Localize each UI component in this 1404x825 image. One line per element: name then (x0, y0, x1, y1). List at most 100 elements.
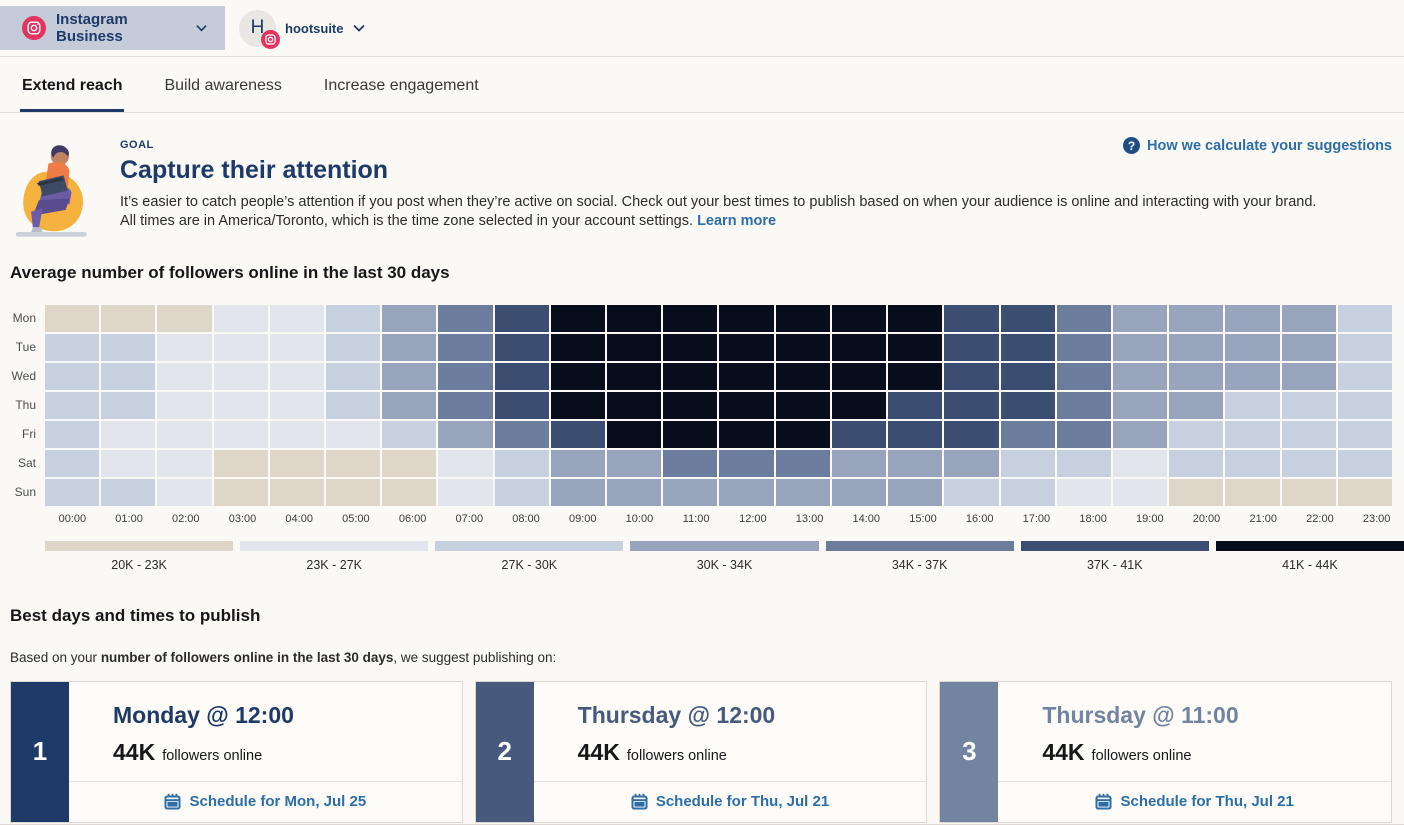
heatmap-cell (944, 478, 999, 506)
heatmap-cell (494, 449, 549, 477)
heatmap-cell (944, 333, 999, 361)
suggestion-card-3: 3 Thursday @ 11:00 44K followers online Sche… (939, 680, 1393, 823)
heatmap-cell (1000, 449, 1055, 477)
heatmap-cell (1281, 333, 1336, 361)
card-title: Monday @ 12:00 (113, 701, 294, 728)
heatmap-cell (1000, 420, 1055, 448)
heatmap-cells (45, 362, 1392, 390)
day-label: Mon (12, 311, 36, 326)
profile-selector[interactable]: H hootsuite (239, 9, 365, 49)
heatmap-cell (1169, 333, 1224, 361)
learn-more-link[interactable]: Learn more (697, 212, 777, 229)
heatmap-cell (944, 304, 999, 332)
heatmap-cell (157, 420, 212, 448)
account-type-selector[interactable]: Instagram Business (0, 6, 225, 50)
heatmap-cell (213, 304, 268, 332)
heatmap-cell (607, 333, 662, 361)
heatmap-cell (775, 304, 830, 332)
rank-badge: 1 (11, 681, 69, 822)
intro-suffix: , we suggest publishing on: (393, 649, 557, 665)
heatmap-cells (45, 333, 1392, 361)
heatmap-cell (382, 304, 437, 332)
hour-label: 12:00 (739, 512, 767, 525)
heatmap-cell (1337, 420, 1392, 448)
legend-swatch (630, 540, 819, 551)
legend-label: 27K - 30K (501, 557, 558, 572)
heatmap-cell (1112, 304, 1168, 332)
goal-header: GOAL Capture their attention It’s easier… (0, 113, 1404, 255)
followers-count: 44K (113, 738, 156, 765)
heatmap-cell (944, 391, 999, 419)
heatmap-cell (888, 478, 943, 506)
heatmap-cell (1056, 391, 1111, 419)
hour-label: 18:00 (1079, 512, 1107, 525)
legend-item: 41K - 44K (1215, 540, 1404, 572)
heatmap-cell (101, 449, 156, 477)
hour-label: 01:00 (115, 512, 143, 525)
card-title: Thursday @ 11:00 (1042, 701, 1239, 728)
tab-extend-reach[interactable]: Extend reach (20, 77, 125, 112)
schedule-button-label: Schedule for Thu, Jul 21 (1120, 793, 1294, 811)
heatmap-cell (382, 449, 437, 477)
heatmap-cell (157, 333, 212, 361)
heatmap-cell (494, 391, 549, 419)
heatmap-cell (719, 391, 774, 419)
heatmap-row-sun: Sun (0, 478, 1392, 506)
heatmap-cell (1225, 391, 1280, 419)
heatmap-cell (326, 333, 381, 361)
heatmap-cells (45, 478, 1392, 506)
legend-item: 27K - 30K (435, 540, 624, 572)
heatmap-cell (775, 333, 830, 361)
heatmap-cell (326, 391, 381, 419)
heatmap-cell (326, 478, 381, 506)
suggestion-card-1: 1 Monday @ 12:00 44K followers online Schedu… (10, 680, 463, 823)
day-label: Thu (15, 398, 36, 413)
schedule-button[interactable]: Schedule for Thu, Jul 21 (998, 780, 1392, 822)
card-main: Thursday @ 11:00 44K followers online (998, 682, 1391, 781)
tab-increase-engagement[interactable]: Increase engagement (323, 77, 479, 94)
heatmap-cell (382, 391, 437, 419)
how-we-calculate-link[interactable]: ? How we calculate your suggestions (1123, 137, 1392, 154)
heatmap-cell (1000, 362, 1055, 390)
heatmap-cell (494, 362, 549, 390)
hour-label: 10:00 (625, 512, 654, 525)
heatmap-cell (494, 478, 549, 506)
heatmap-cell (663, 449, 718, 477)
heatmap-cell (550, 478, 606, 506)
heatmap-cell (494, 304, 549, 332)
heatmap-cell (550, 391, 606, 419)
suggestion-card-2: 2 Thursday @ 12:00 44K followers online Sche… (474, 680, 928, 823)
hour-label: 15:00 (909, 512, 937, 525)
heatmap-cell (438, 478, 493, 506)
heatmap-cell (719, 304, 774, 332)
heatmap-cell (326, 362, 381, 390)
schedule-button[interactable]: Schedule for Thu, Jul 21 (533, 780, 927, 822)
heatmap-cell (1056, 449, 1111, 477)
heatmap-cell (213, 362, 268, 390)
heatmap-cell (1337, 362, 1392, 390)
heatmap-cell (1337, 478, 1392, 506)
heatmap-cell (1000, 304, 1055, 332)
heatmap-cell (663, 420, 718, 448)
heatmap-cell (550, 333, 606, 361)
heatmap-cells (45, 420, 1392, 448)
heatmap-cell (1056, 478, 1111, 506)
heatmap-cell (775, 362, 830, 390)
heatmap-legend: 20K - 23K 23K - 27K 27K - 30K 30K - 34K 34K … (0, 540, 1404, 572)
day-label: Wed (11, 369, 36, 384)
legend-item: 23K - 27K (240, 540, 429, 572)
hour-label: 14:00 (852, 512, 881, 525)
card-metric: 44K followers online (113, 739, 446, 766)
schedule-button[interactable]: Schedule for Mon, Jul 25 (69, 780, 462, 822)
heatmap-cell (1056, 362, 1111, 390)
tab-build-awareness[interactable]: Build awareness (164, 77, 282, 94)
heatmap-cell (101, 391, 156, 419)
heatmap-cell (269, 478, 325, 506)
heatmap-cell (1169, 391, 1224, 419)
day-label: Sun (14, 485, 36, 500)
heatmap-cell (888, 362, 943, 390)
heatmap-row-mon: Mon (0, 304, 1392, 332)
heatmap-cell (326, 420, 381, 448)
legend-label: 37K - 41K (1086, 557, 1143, 572)
heatmap-cell (213, 420, 268, 448)
